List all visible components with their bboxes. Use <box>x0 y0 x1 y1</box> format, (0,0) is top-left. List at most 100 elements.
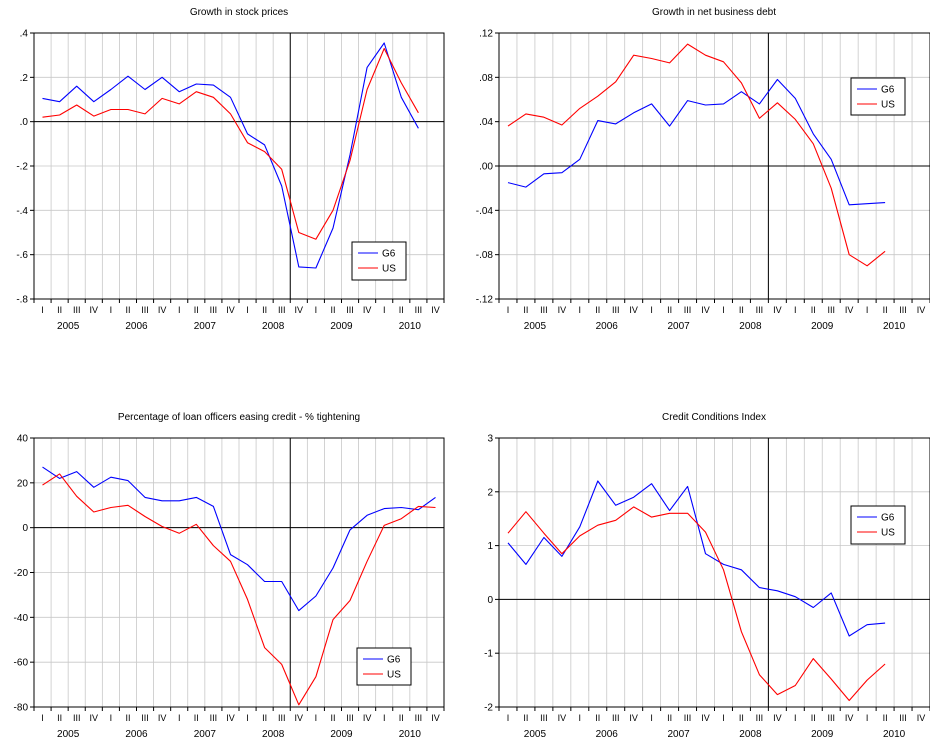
quarter-tick-label: II <box>194 713 199 723</box>
quarter-tick-label: III <box>612 305 620 315</box>
quarter-tick-label: II <box>57 713 62 723</box>
quarter-tick-label: I <box>794 305 797 315</box>
year-label: 2008 <box>739 321 762 332</box>
y-tick-label: .12 <box>479 29 493 40</box>
quarter-tick-label: III <box>346 305 354 315</box>
quarter-tick-label: II <box>194 305 199 315</box>
quarter-tick-label: II <box>595 713 600 723</box>
quarter-tick-label: II <box>125 713 130 723</box>
chart-title: Growth in net business debt <box>652 7 776 18</box>
y-tick-label: .4 <box>20 29 29 40</box>
year-label: 2008 <box>739 729 762 740</box>
quarter-tick-label: II <box>739 305 744 315</box>
y-tick-label: 0 <box>487 595 493 606</box>
legend-box <box>351 241 407 281</box>
quarter-tick-label: II <box>595 305 600 315</box>
quarter-tick-label: IV <box>158 713 167 723</box>
quarter-tick-label: I <box>178 713 181 723</box>
series-line-us <box>42 473 436 706</box>
y-axis: .4 .2 .0 -.2 -.4 -.6 -.8 <box>16 29 34 306</box>
quarter-tick-label: IV <box>845 305 854 315</box>
series-line-us <box>507 43 886 267</box>
quarter-tick-label: III <box>73 713 81 723</box>
quarter-tick-label: III <box>899 713 907 723</box>
y-tick-label: -2 <box>484 703 493 714</box>
quarter-tick-label: III <box>540 305 548 315</box>
y-axis: .12 .08 .04 .00 -.04 -.08 -.12 <box>476 29 499 306</box>
quarter-tick-label: II <box>399 713 404 723</box>
quarter-tick-label: III <box>827 713 835 723</box>
series-line-g6 <box>507 480 886 637</box>
legend-box <box>356 647 412 686</box>
series-line-us <box>42 47 419 240</box>
y-tick-label: -.08 <box>476 250 494 261</box>
chart-title: Percentage of loan officers easing credi… <box>118 412 360 423</box>
quarter-tick-label: III <box>210 713 218 723</box>
year-label: 2005 <box>57 321 80 332</box>
year-label: 2009 <box>330 729 353 740</box>
quarter-tick-label: III <box>540 713 548 723</box>
chart-title: Credit Conditions Index <box>662 412 766 423</box>
quarter-tick-label: III <box>612 713 620 723</box>
year-label: 2007 <box>667 729 690 740</box>
quarter-tick-label: III <box>73 305 81 315</box>
quarter-tick-label: IV <box>629 305 638 315</box>
y-axis: 40 20 0 -20 -40 -60 -80 <box>14 434 34 714</box>
quarter-tick-label: II <box>811 713 816 723</box>
legend-box <box>850 77 906 116</box>
quarter-tick-label: IV <box>701 305 710 315</box>
y-tick-label: 40 <box>17 434 29 445</box>
year-label: 2006 <box>125 321 148 332</box>
quarter-tick-label: III <box>827 305 835 315</box>
year-label: 2010 <box>883 321 906 332</box>
x-axis: I II III IV I II III IV I II III IV I II III IV I II III IV… <box>498 707 930 740</box>
quarter-tick-label: IV <box>226 713 235 723</box>
grid <box>499 438 930 707</box>
quarter-tick-label: III <box>756 305 764 315</box>
quarter-tick-label: I <box>722 713 725 723</box>
quarter-tick-label: III <box>278 305 286 315</box>
series-line-g6 <box>42 42 419 269</box>
quarter-tick-label: I <box>246 713 249 723</box>
legend-label-us: US <box>881 100 895 111</box>
quarter-tick-label: I <box>178 305 181 315</box>
y-tick-label: .00 <box>479 162 493 173</box>
legend-label-us: US <box>382 264 396 275</box>
quarter-tick-label: II <box>125 305 130 315</box>
series-line-us <box>507 506 886 702</box>
legend-label-us: US <box>387 670 401 681</box>
quarter-tick-label: IV <box>773 713 782 723</box>
legend-label-g6: G6 <box>387 655 401 666</box>
y-tick-label: 3 <box>487 434 493 445</box>
quarter-tick-label: I <box>507 713 510 723</box>
legend-box <box>850 505 906 545</box>
year-label: 2010 <box>399 729 422 740</box>
y-tick-label: 1 <box>487 541 493 552</box>
quarter-tick-label: II <box>330 305 335 315</box>
quarter-tick-label: IV <box>558 305 567 315</box>
y-tick-label: -60 <box>14 658 29 669</box>
quarter-tick-label: III <box>684 305 692 315</box>
quarter-tick-label: III <box>415 305 423 315</box>
y-tick-label: 2 <box>487 487 493 498</box>
quarter-tick-label: I <box>866 713 869 723</box>
chart-loan-officers: Percentage of loan officers easing credi… <box>14 412 445 740</box>
y-tick-label: -.12 <box>476 295 494 306</box>
y-axis: 3 2 1 0 -1 -2 <box>484 434 499 714</box>
year-label: 2007 <box>194 321 217 332</box>
quarter-tick-label: IV <box>431 713 440 723</box>
quarter-tick-label: III <box>346 713 354 723</box>
quarter-tick-label: I <box>383 713 386 723</box>
quarter-tick-label: IV <box>558 713 567 723</box>
quarter-tick-label: I <box>866 305 869 315</box>
x-axis: I II III IV I II III IV I II III IV I II III IV I II III IV… <box>33 707 445 740</box>
legend: G6 US <box>356 647 412 686</box>
quarter-tick-label: II <box>523 305 528 315</box>
y-tick-label: -.8 <box>16 295 28 306</box>
quarter-tick-label: III <box>684 713 692 723</box>
y-tick-label: 20 <box>17 478 29 489</box>
quarter-tick-label: IV <box>226 305 235 315</box>
quarter-tick-label: IV <box>295 713 304 723</box>
y-tick-label: -40 <box>14 613 29 624</box>
